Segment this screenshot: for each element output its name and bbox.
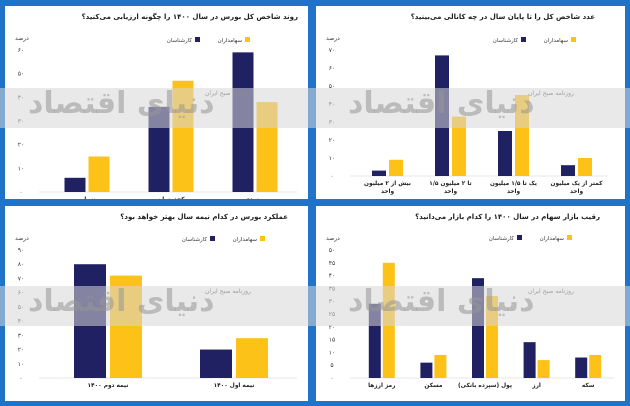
- watermark-subtitle: روزنامه صبح ایران: [205, 90, 251, 97]
- x-tick-label: صعودی: [245, 197, 266, 199]
- y-axis-label: درصد: [15, 35, 29, 42]
- y-tick-label: ۷۰: [18, 275, 24, 282]
- x-tick-label: کجدوسان: [157, 196, 185, 199]
- bar-experts: [575, 357, 588, 378]
- legend-label-shareholders: سهامداران: [218, 38, 243, 44]
- y-tick-label: ۳۰: [18, 332, 24, 339]
- legend-label-shareholders: سهامداران: [540, 236, 565, 242]
- bar-experts: [561, 165, 575, 176]
- watermark-logo: دنیای اقتصاد: [28, 86, 215, 121]
- chart-title: رقیب بازار سهام در سال ۱۴۰۰ را کدام بازا…: [415, 213, 600, 221]
- x-tick-label: واحد: [570, 189, 584, 195]
- y-tick-label: ۱۰: [329, 349, 335, 356]
- watermark-subtitle: روزنامه صبح ایران: [205, 288, 251, 295]
- y-axis-label: درصد: [326, 235, 340, 242]
- bar-shareholders: [389, 159, 403, 176]
- chart-title: روند شاخص کل بورس در سال ۱۴۰۰ را چگونه ا…: [81, 13, 298, 21]
- bar-experts: [148, 106, 170, 192]
- x-tick-label: کمتر از یک میلیون: [551, 180, 604, 187]
- x-tick-label: واحد: [507, 189, 521, 195]
- y-tick-label: ۵۰: [329, 247, 335, 254]
- y-tick-label: ۱۰: [18, 361, 24, 368]
- x-tick-label: نیمه دوم ۱۴۰۰: [88, 383, 129, 389]
- x-tick-label: نزولی: [78, 197, 95, 199]
- bar-experts: [372, 170, 386, 176]
- legend-label-experts: کارشناسان: [167, 37, 193, 44]
- y-tick-label: ۵۰: [329, 83, 335, 90]
- y-tick-label: ۱۵: [329, 337, 335, 344]
- y-tick-label: ۰: [19, 375, 22, 382]
- watermark-band-bottom: [0, 286, 630, 326]
- y-tick-label: ۰: [19, 189, 22, 196]
- bar-experts: [523, 342, 536, 378]
- watermark-logo: دنیای اقتصاد: [348, 284, 535, 319]
- watermark-logo: دنیای اقتصاد: [348, 86, 535, 121]
- y-tick-label: ۱۰: [18, 165, 24, 172]
- x-tick-label: واحد: [444, 189, 458, 195]
- bar-shareholders: [537, 360, 550, 378]
- y-tick-label: ۰: [330, 375, 333, 382]
- watermark-subtitle: روزنامه صبح ایران: [528, 288, 574, 295]
- y-axis-label: درصد: [15, 235, 29, 242]
- bar-experts: [420, 362, 433, 378]
- chart-title: عدد شاخص کل را تا پایان سال در چه کانالی…: [410, 13, 595, 21]
- watermark-subtitle: روزنامه صبح ایران: [528, 90, 574, 97]
- y-tick-label: ۴۰: [329, 273, 335, 280]
- x-tick-label: ۱/۵ تا ۲ میلیون: [429, 181, 471, 187]
- legend-swatch-experts: [195, 37, 200, 42]
- bar-shareholders: [452, 116, 466, 176]
- legend-swatch-experts: [517, 235, 522, 240]
- bar-shareholders: [578, 158, 592, 176]
- bar-shareholders: [236, 338, 268, 378]
- bar-shareholders: [434, 354, 447, 378]
- legend-swatch-shareholders: [571, 37, 576, 42]
- watermark-band-top: [0, 88, 630, 128]
- chart-title: عملکرد بورس در کدام نیمه سال بهتر خواهد …: [120, 213, 288, 221]
- y-tick-label: ۲۰: [329, 324, 335, 331]
- bar-experts: [498, 131, 512, 176]
- y-tick-label: ۹۰: [18, 247, 24, 254]
- legend-label-experts: کارشناسان: [493, 37, 519, 44]
- legend-swatch-shareholders: [260, 236, 265, 241]
- y-tick-label: ۲۰: [18, 142, 24, 149]
- x-tick-label: سکه: [582, 382, 595, 389]
- x-tick-label: یک تا ۱/۵ میلیون: [490, 180, 537, 187]
- watermark-logo: دنیای اقتصاد: [28, 284, 215, 319]
- x-tick-label: بیش از ۲ میلیون: [364, 181, 411, 187]
- legend-label-shareholders: سهامداران: [233, 237, 258, 243]
- legend-swatch-experts: [521, 37, 526, 42]
- legend-label-experts: کارشناسان: [489, 235, 515, 242]
- y-tick-label: ۷۰: [329, 47, 335, 54]
- bar-experts: [200, 349, 232, 378]
- legend-swatch-shareholders: [245, 37, 250, 42]
- x-tick-label: پول (سپرده بانکی): [458, 382, 512, 389]
- y-tick-label: ۵: [330, 362, 333, 369]
- y-tick-label: ۵۰: [18, 71, 24, 78]
- legend-label-experts: کارشناسان: [182, 236, 208, 243]
- legend-swatch-experts: [210, 236, 215, 241]
- bar-shareholders: [88, 156, 110, 192]
- y-tick-label: ۸۰: [18, 261, 24, 268]
- y-axis-label: درصد: [326, 35, 340, 42]
- x-tick-label: مسکن: [424, 382, 442, 389]
- x-tick-label: رمز ارزها: [368, 383, 395, 389]
- bar-shareholders: [589, 354, 602, 378]
- x-tick-label: واحد: [381, 189, 395, 195]
- y-tick-label: ۲۰: [18, 347, 24, 354]
- x-tick-label: نیمه اول ۱۴۰۰: [214, 383, 255, 389]
- y-tick-label: ۰: [330, 173, 333, 180]
- bar-experts: [64, 177, 86, 192]
- y-tick-label: ۶۰: [329, 65, 335, 72]
- y-tick-label: ۶۰: [18, 47, 24, 54]
- y-tick-label: ۴۵: [329, 260, 335, 267]
- x-tick-label: ارز: [531, 383, 541, 389]
- legend-swatch-shareholders: [567, 235, 572, 240]
- y-tick-label: ۱۰: [329, 155, 335, 162]
- legend-label-shareholders: سهامداران: [544, 38, 569, 44]
- y-tick-label: ۲۰: [329, 137, 335, 144]
